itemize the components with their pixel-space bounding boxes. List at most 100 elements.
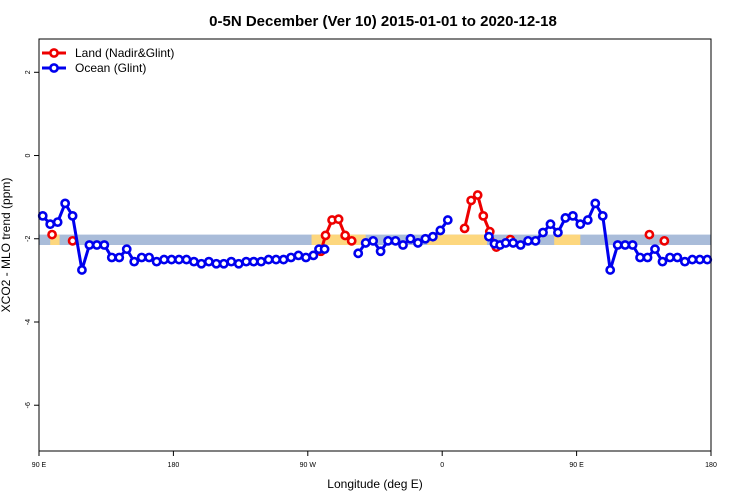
data-point	[538, 227, 548, 238]
data-point	[333, 214, 344, 225]
data-point	[52, 217, 63, 228]
data-point	[181, 254, 192, 265]
data-point	[37, 210, 48, 221]
plot-area	[37, 38, 713, 452]
data-point	[545, 219, 556, 230]
data-point	[301, 252, 311, 263]
data-point	[136, 252, 147, 263]
legend: Land (Nadir&Glint)Ocean (Glint)	[42, 46, 174, 75]
data-point	[508, 238, 519, 248]
data-point	[129, 256, 140, 267]
data-point	[694, 254, 705, 265]
data-point	[627, 240, 638, 250]
data-point	[320, 230, 331, 241]
data-point	[466, 195, 477, 206]
legend-label: Ocean (Glint)	[75, 61, 146, 75]
data-point	[368, 235, 379, 246]
data-point	[360, 238, 371, 248]
data-point	[390, 235, 401, 246]
reference-band-highlight	[311, 234, 366, 245]
data-point	[398, 240, 408, 250]
data-point	[340, 230, 351, 241]
data-point	[657, 256, 668, 267]
x-tick-label: 90 W	[300, 462, 317, 469]
data-point	[612, 240, 623, 250]
data-point	[605, 265, 616, 275]
data-point	[597, 210, 608, 221]
legend-marker	[49, 63, 59, 73]
data-point	[166, 254, 177, 265]
data-point	[659, 235, 670, 246]
x-tick-label: 90 E	[569, 462, 584, 469]
data-point	[60, 198, 71, 209]
data-point	[442, 215, 453, 225]
data-point	[84, 240, 95, 250]
data-point	[106, 252, 117, 263]
data-point	[67, 210, 78, 221]
data-point	[620, 240, 631, 250]
data-point	[47, 229, 57, 240]
data-point	[353, 248, 364, 259]
legend-label: Land (Nadir&Glint)	[75, 46, 174, 60]
x-axis: 90 E 180 90 W 0 90 E 180	[32, 451, 717, 469]
data-point	[218, 258, 229, 269]
data-point	[500, 238, 511, 248]
data-point	[241, 256, 252, 267]
data-point	[99, 240, 110, 250]
data-point	[278, 254, 289, 265]
data-point	[427, 231, 438, 242]
data-point	[121, 244, 132, 255]
data-point	[196, 258, 207, 269]
data-point	[45, 219, 56, 230]
y-tick-label: -2	[25, 236, 32, 242]
data-point	[679, 256, 690, 267]
data-point	[472, 190, 483, 200]
y-tick-label: 2	[25, 70, 32, 74]
data-point	[459, 223, 470, 234]
x-tick-label: 180	[705, 462, 717, 469]
data-point	[114, 252, 125, 263]
data-point	[582, 215, 593, 225]
data-point	[635, 252, 645, 263]
reference-band-highlight	[554, 234, 581, 245]
x-axis-label: Longitude (deg E)	[327, 477, 422, 491]
data-point	[642, 252, 653, 263]
data-point	[420, 233, 431, 244]
data-point	[248, 256, 259, 267]
data-point	[293, 250, 304, 261]
reference-band-highlight	[427, 234, 487, 245]
data-point	[523, 235, 533, 246]
data-point	[233, 258, 244, 269]
data-point	[308, 250, 319, 261]
data-point	[383, 235, 393, 246]
y-tick-label: -6	[25, 402, 32, 408]
data-point	[413, 238, 423, 248]
data-point	[515, 240, 526, 250]
data-point	[144, 252, 155, 263]
data-point	[271, 254, 281, 265]
data-point	[319, 244, 330, 255]
data-point	[575, 219, 586, 230]
data-point	[91, 240, 102, 250]
y-tick-label: 0	[25, 153, 32, 157]
data-point	[590, 198, 601, 209]
x-tick-label: 180	[168, 462, 180, 469]
data-point	[346, 235, 357, 246]
data-point	[226, 256, 237, 267]
data-point	[560, 213, 571, 223]
series-ocean	[37, 198, 713, 275]
data-point	[405, 233, 416, 244]
data-point	[530, 235, 541, 246]
chart-title: 0-5N December (Ver 10) 2015-01-01 to 202…	[209, 13, 557, 30]
data-point	[174, 254, 184, 265]
series-layer	[37, 190, 713, 275]
data-point	[151, 256, 162, 267]
data-point	[665, 252, 675, 263]
data-point	[672, 252, 683, 263]
data-point	[286, 252, 296, 263]
data-point	[644, 229, 655, 240]
legend-marker	[49, 48, 59, 58]
data-point	[702, 254, 713, 265]
data-point	[553, 227, 563, 238]
